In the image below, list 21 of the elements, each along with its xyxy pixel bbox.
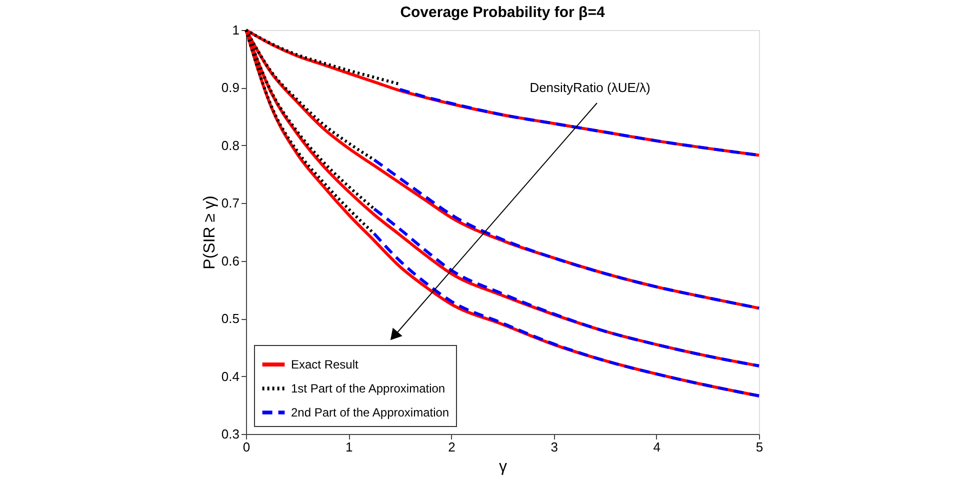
y-axis-title: P(SIR ≥ γ) (201, 196, 218, 270)
legend-label: Exact Result (291, 358, 360, 372)
x-axis-title: γ (499, 458, 507, 476)
x-tick-label: 4 (653, 440, 661, 454)
y-tick-label: 0.4 (221, 368, 240, 384)
x-tick-label: 3 (550, 440, 558, 454)
y-tick-label: 0.6 (221, 253, 240, 268)
y-tick-label: 0.8 (221, 138, 240, 153)
x-tick-label: 5 (756, 440, 764, 454)
legend-label: 1st Part of the Approximation (291, 382, 446, 396)
y-tick-label: 0.9 (221, 80, 240, 96)
annotation: DensityRatio (λUE/λ) (530, 80, 650, 95)
legend-label: 2nd Part of the Approximation (291, 406, 450, 420)
y-tick-label: 0.7 (221, 196, 240, 211)
y-tick-label: 1 (232, 22, 240, 38)
chart-title: Coverage Probability for β=4 (400, 4, 606, 21)
x-tick-label: 1 (345, 440, 353, 454)
x-tick-label: 2 (448, 440, 456, 454)
y-tick-label: 0.3 (221, 426, 240, 442)
y-tick-label: 0.5 (221, 311, 240, 326)
x-tick-label: 0 (242, 440, 250, 454)
